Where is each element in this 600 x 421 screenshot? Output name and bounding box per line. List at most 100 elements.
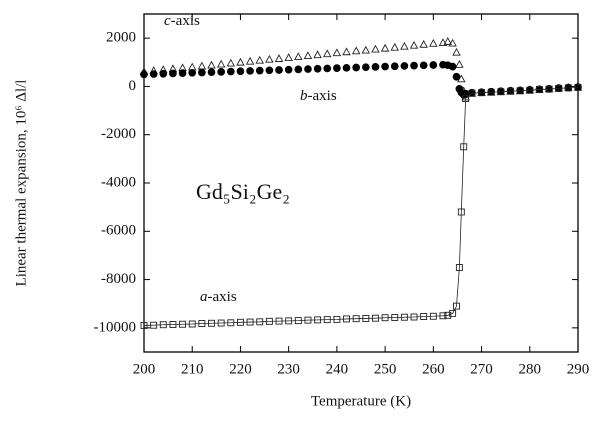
data-point [449,309,457,317]
data-point [342,63,351,72]
data-point [448,38,457,47]
series-label-rest: -axis [208,289,237,305]
data-point [342,47,351,56]
data-point [455,264,463,271]
data-point [140,321,148,329]
data-point [390,42,400,51]
data-point [443,37,453,45]
data-point [429,61,438,69]
y-tick-label: -4000 [101,174,136,190]
y-tick-label: -2000 [101,126,136,142]
data-point [265,317,273,325]
data-point [362,314,370,322]
data-point [304,65,312,73]
y-axis-label: Linear thermal expansion, 10⁶ Δl/l [13,80,29,287]
data-point [400,41,409,50]
x-tick-label: 220 [229,361,252,377]
data-point [391,314,399,321]
data-point [275,317,283,325]
data-point [217,319,225,327]
data-point [410,61,418,70]
data-point [468,89,476,97]
data-point [208,319,215,327]
data-point [409,40,419,49]
data-point [555,84,563,92]
data-point [381,62,389,71]
data-point [256,318,264,326]
data-point [419,61,428,70]
x-tick-label: 210 [181,361,204,377]
data-point [188,68,197,77]
data-point [246,67,254,75]
data-point [236,57,245,66]
x-tick-label: 280 [519,361,542,377]
data-point [274,54,284,62]
data-point [429,38,438,47]
data-point [150,321,158,329]
data-point [574,83,582,91]
data-point [207,60,216,69]
x-tick-label: 200 [133,361,156,377]
data-point [303,51,313,60]
data-point [381,314,389,322]
data-point [439,312,447,320]
y-tick-label: -8000 [101,271,136,287]
data-point [246,318,254,326]
data-point [236,67,245,76]
data-point [227,319,235,327]
data-point [265,66,274,75]
data-point [478,89,486,97]
series-label-rest: -axis [171,13,200,29]
data-point [323,64,332,73]
data-point [507,87,514,95]
data-point [226,67,235,76]
data-point [294,317,302,325]
data-point [361,45,371,54]
data-point [457,208,465,216]
data-point [275,66,283,74]
data-point [313,64,322,73]
data-point [265,54,274,63]
data-point [197,61,207,70]
data-point [372,314,379,322]
series-label-axis-letter: c [164,13,171,29]
data-point [179,320,187,328]
data-point [188,320,196,328]
x-tick-label: 290 [567,361,590,377]
data-point [323,316,331,324]
data-point [198,320,206,327]
data-point [487,88,495,96]
data-point [314,316,322,324]
data-point [216,59,226,68]
x-tick-label: 230 [277,361,300,377]
series-label-axis-letter: a [200,289,208,305]
data-point [452,72,461,81]
data-point [444,311,452,319]
data-point [236,318,244,326]
data-point [322,49,332,58]
data-point [526,86,534,94]
data-point [304,316,312,324]
x-tick-label: 260 [422,361,445,377]
data-point [226,58,236,67]
data-point [400,313,408,321]
data-point [294,52,303,61]
data-point [284,65,293,74]
data-point [352,315,360,323]
data-point [438,38,448,47]
data-point [410,313,418,321]
data-point [245,56,255,65]
compound-label: Gd₅Si₂Ge₂ [196,179,290,204]
y-tick-label: 0 [129,78,137,94]
y-tick-label: -10000 [94,319,137,335]
data-point [535,86,543,94]
data-point [497,88,505,96]
data-point [198,68,206,77]
data-point [455,59,464,68]
data-point [294,65,303,74]
x-tick-label: 250 [374,361,397,377]
y-tick-label: -6000 [101,223,136,239]
data-point [429,312,437,320]
data-point [217,68,226,76]
